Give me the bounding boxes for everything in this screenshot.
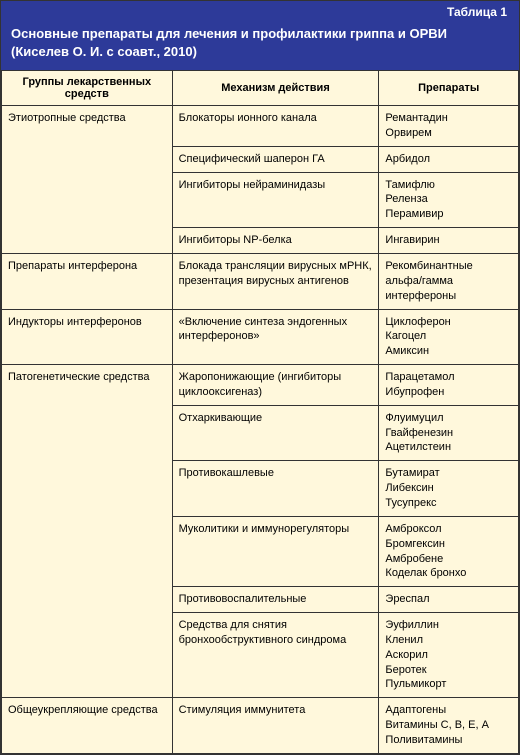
table-row: Индукторы интерферонов«Включение синтеза… — [2, 309, 519, 365]
table-wrapper: Таблица 1 Основные препараты для лечения… — [0, 0, 520, 755]
drug-cell: Рекомбинантные альфа/гамма интерфероны — [379, 254, 519, 310]
header-mechanism: Механизм действия — [172, 71, 379, 106]
title-line1: Основные препараты для лечения и профила… — [11, 25, 509, 43]
drug-cell: ТамифлюРелензаПерамивир — [379, 172, 519, 228]
mechanism-cell: Противовоспалительные — [172, 587, 379, 613]
table-row: ОтхаркивающиеФлуимуцилГвайфенезинАцетилс… — [2, 405, 519, 461]
table-row: Муколитики и иммунорегуляторыАмброксолБр… — [2, 516, 519, 586]
drug-cell: Арбидол — [379, 146, 519, 172]
group-cell: Патогенетические средства — [2, 365, 173, 406]
drug-cell: ПарацетамолИбупрофен — [379, 365, 519, 406]
mechanism-cell: Жаропонижающие (ингибиторы циклооксигена… — [172, 365, 379, 406]
mechanism-cell: Отхаркивающие — [172, 405, 379, 461]
group-cell — [2, 516, 173, 586]
table-row: Специфический шаперон ГААрбидол — [2, 146, 519, 172]
mechanism-cell: Блокаторы ионного канала — [172, 106, 379, 147]
table-row: Патогенетические средстваЖаропонижающие … — [2, 365, 519, 406]
drug-cell: АмброксолБромгексинАмбробенеКоделак брон… — [379, 516, 519, 586]
group-cell: Препараты интерферона — [2, 254, 173, 310]
group-cell — [2, 146, 173, 172]
table-row: Этиотропные средстваБлокаторы ионного ка… — [2, 106, 519, 147]
mechanism-cell: Противокашлевые — [172, 461, 379, 517]
drug-cell: Ингавирин — [379, 228, 519, 254]
drug-cell: ФлуимуцилГвайфенезинАцетилстеин — [379, 405, 519, 461]
drug-cell: АдаптогеныВитамины С, В, Е, АПоливитамин… — [379, 698, 519, 754]
mechanism-cell: Блокада трансляции вирусных мРНК, презен… — [172, 254, 379, 310]
header-row: Группы лекарственных средств Механизм де… — [2, 71, 519, 106]
drug-cell: БутамиратЛибексинТусупрекс — [379, 461, 519, 517]
header-groups: Группы лекарственных средств — [2, 71, 173, 106]
table-row: Препараты интерферонаБлокада трансляции … — [2, 254, 519, 310]
mechanism-cell: Ингибиторы нейраминидазы — [172, 172, 379, 228]
title-line2: (Киселев О. И. с соавт., 2010) — [11, 43, 509, 61]
group-cell — [2, 228, 173, 254]
drug-cell: РемантадинОрвирем — [379, 106, 519, 147]
drug-cell: Эреспал — [379, 587, 519, 613]
mechanism-cell: Муколитики и иммунорегуляторы — [172, 516, 379, 586]
group-cell — [2, 405, 173, 461]
table-row: Ингибиторы нейраминидазыТамифлюРелензаПе… — [2, 172, 519, 228]
table-row: Общеукрепляющие средстваСтимуляция иммун… — [2, 698, 519, 754]
mechanism-cell: Специфический шаперон ГА — [172, 146, 379, 172]
group-cell — [2, 613, 173, 698]
mechanism-cell: Средства для снятия бронхообструктивного… — [172, 613, 379, 698]
table-title: Основные препараты для лечения и профила… — [1, 19, 519, 70]
table-row: ПротивовоспалительныеЭреспал — [2, 587, 519, 613]
table-row: ПротивокашлевыеБутамиратЛибексинТусупрек… — [2, 461, 519, 517]
group-cell: Индукторы интерферонов — [2, 309, 173, 365]
group-cell — [2, 461, 173, 517]
mechanism-cell: Ингибиторы NP-белка — [172, 228, 379, 254]
table-row: Средства для снятия бронхообструктивного… — [2, 613, 519, 698]
header-drugs: Препараты — [379, 71, 519, 106]
mechanism-cell: «Включение синтеза эндогенных интерферон… — [172, 309, 379, 365]
drug-table: Группы лекарственных средств Механизм де… — [1, 70, 519, 754]
drug-cell: ЦиклоферонКагоцелАмиксин — [379, 309, 519, 365]
table-label: Таблица 1 — [1, 1, 519, 19]
group-cell — [2, 172, 173, 228]
mechanism-cell: Стимуляция иммунитета — [172, 698, 379, 754]
table-row: Ингибиторы NP-белкаИнгавирин — [2, 228, 519, 254]
group-cell: Общеукрепляющие средства — [2, 698, 173, 754]
group-cell — [2, 587, 173, 613]
drug-cell: ЭуфиллинКленилАскорилБеротекПульмикорт — [379, 613, 519, 698]
group-cell: Этиотропные средства — [2, 106, 173, 147]
